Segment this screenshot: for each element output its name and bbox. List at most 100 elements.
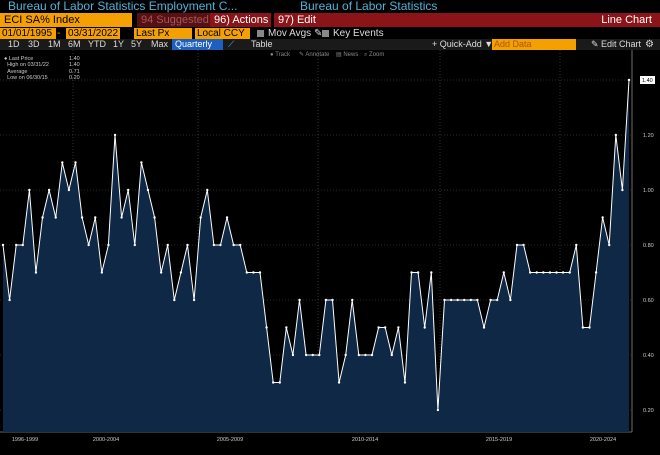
data-point xyxy=(482,326,486,329)
mov-avgs-label: Mov Avgs xyxy=(268,28,312,39)
period-5y[interactable]: 5Y xyxy=(131,39,143,49)
start-date-input[interactable]: 01/01/1995 xyxy=(0,28,56,39)
data-point xyxy=(416,271,420,274)
y-tick-label: 1.20 xyxy=(643,133,654,139)
edit-menu[interactable]: 97) Edit ▼ xyxy=(274,13,330,27)
frequency-select[interactable]: Quarterly ▼ xyxy=(172,39,223,60)
title-bar: Bureau of Labor Statistics Employment C.… xyxy=(0,0,660,13)
data-point xyxy=(80,216,84,219)
data-point xyxy=(337,381,341,384)
data-point xyxy=(291,353,295,357)
data-point xyxy=(107,243,110,247)
data-point xyxy=(449,298,453,302)
data-point xyxy=(212,243,216,247)
data-point xyxy=(403,381,407,384)
y-tick-label: 1.00 xyxy=(643,188,654,194)
data-point xyxy=(443,298,446,302)
period-3d[interactable]: 3D xyxy=(28,39,40,49)
data-point xyxy=(8,298,11,302)
zoom-tool[interactable]: ⌕ Zoom xyxy=(364,52,385,58)
data-point xyxy=(225,216,229,219)
data-point xyxy=(548,271,552,274)
data-point xyxy=(502,271,505,274)
gear-icon[interactable]: ⚙ xyxy=(645,39,654,50)
edit-chart-button[interactable]: ✎ Edit Chart xyxy=(591,39,642,49)
quick-add-button[interactable]: + Quick-Add ▼ xyxy=(432,39,494,49)
legend-value: 1.40 xyxy=(69,56,80,62)
data-point xyxy=(555,271,558,274)
data-point xyxy=(351,298,354,302)
actions-menu[interactable]: 96) Actions ▼ xyxy=(210,13,282,27)
price-field-select[interactable]: Last Px xyxy=(134,28,192,39)
data-point xyxy=(146,188,150,192)
x-tick-label: 2020-2024 xyxy=(590,437,616,443)
period-6m[interactable]: 6M xyxy=(68,39,81,49)
data-point xyxy=(542,271,545,274)
line-chart[interactable]: 1.40 1.20 1.00 0.80 0.60 0.40 0.20 1.40 1996-19… xyxy=(0,50,660,450)
period-1m[interactable]: 1M xyxy=(48,39,61,49)
data-point xyxy=(377,326,380,329)
last-price-label: 1.40 xyxy=(642,78,653,84)
data-point xyxy=(304,353,308,357)
data-point xyxy=(166,243,169,247)
legend-label: Low on 06/30/15 xyxy=(7,74,48,81)
data-point xyxy=(87,243,90,247)
period-bar xyxy=(0,39,660,50)
chart-line-icon[interactable]: ⟋ xyxy=(228,39,235,49)
data-point xyxy=(61,161,64,164)
data-point xyxy=(456,298,459,302)
period-ytd[interactable]: YTD xyxy=(88,39,106,49)
x-tick-label: 1996-1999 xyxy=(12,437,38,443)
ticker-input[interactable]: ECI SA% Index xyxy=(0,13,132,27)
annotate-tool[interactable]: ✎ Annotate xyxy=(299,52,330,58)
y-tick-label: 0.20 xyxy=(643,408,654,414)
legend-label: Average xyxy=(7,68,28,75)
legend-label: Last Price xyxy=(8,56,34,62)
price-line xyxy=(2,79,630,411)
legend-low: Low on 06/30/15 0.20 xyxy=(4,74,80,81)
pencil-icon[interactable]: ✎ xyxy=(313,28,323,39)
key-events-toggle[interactable]: Key Events xyxy=(322,28,384,39)
data-point xyxy=(575,243,578,247)
mov-avgs-toggle[interactable]: Mov Avgs ✎ xyxy=(257,28,322,39)
track-tool[interactable]: ● Track xyxy=(270,52,290,58)
legend-value: 0.71 xyxy=(69,68,80,75)
table-button[interactable]: Table xyxy=(251,39,273,49)
data-point xyxy=(331,298,334,302)
suggested-charts-button[interactable]: 94 Suggested Charts xyxy=(137,13,244,27)
data-point xyxy=(133,243,136,247)
period-1d[interactable]: 1D xyxy=(8,39,20,49)
y-tick-label: 0.80 xyxy=(643,243,654,249)
period-max[interactable]: Max xyxy=(151,39,169,49)
data-point xyxy=(271,381,275,384)
last-price-tag xyxy=(640,76,655,84)
data-point xyxy=(608,243,611,247)
data-point xyxy=(311,353,314,357)
data-point xyxy=(528,271,532,274)
data-point xyxy=(318,353,321,357)
x-tick-label: 2015-2019 xyxy=(486,437,512,443)
window-title: Bureau of Labor Statistics Employment C.… xyxy=(8,0,238,13)
end-date-input[interactable]: 03/31/2022 xyxy=(66,28,120,39)
data-point xyxy=(430,271,433,274)
data-point xyxy=(522,243,525,247)
data-point xyxy=(436,408,440,412)
data-point xyxy=(469,298,473,302)
data-point xyxy=(179,271,183,274)
data-point xyxy=(410,271,413,274)
news-tool[interactable]: ▤ News xyxy=(336,52,359,58)
currency-select[interactable]: Local CCY xyxy=(195,28,250,39)
add-data-input[interactable]: Add Data xyxy=(492,39,576,50)
x-tick-label: 2000-2004 xyxy=(93,437,119,443)
period-1y[interactable]: 1Y xyxy=(113,39,125,49)
chart-type-label: Line Chart xyxy=(320,13,660,27)
data-point xyxy=(100,271,104,274)
data-point xyxy=(390,353,393,357)
data-point xyxy=(496,298,499,302)
data-point xyxy=(476,298,479,302)
data-point xyxy=(206,188,209,192)
zoom-label: Zoom xyxy=(369,52,385,58)
chart-legend: ● Last Price 1.40 High on 03/31/22 1.40 Av… xyxy=(4,56,80,81)
data-point xyxy=(21,243,24,247)
data-point xyxy=(192,298,196,302)
